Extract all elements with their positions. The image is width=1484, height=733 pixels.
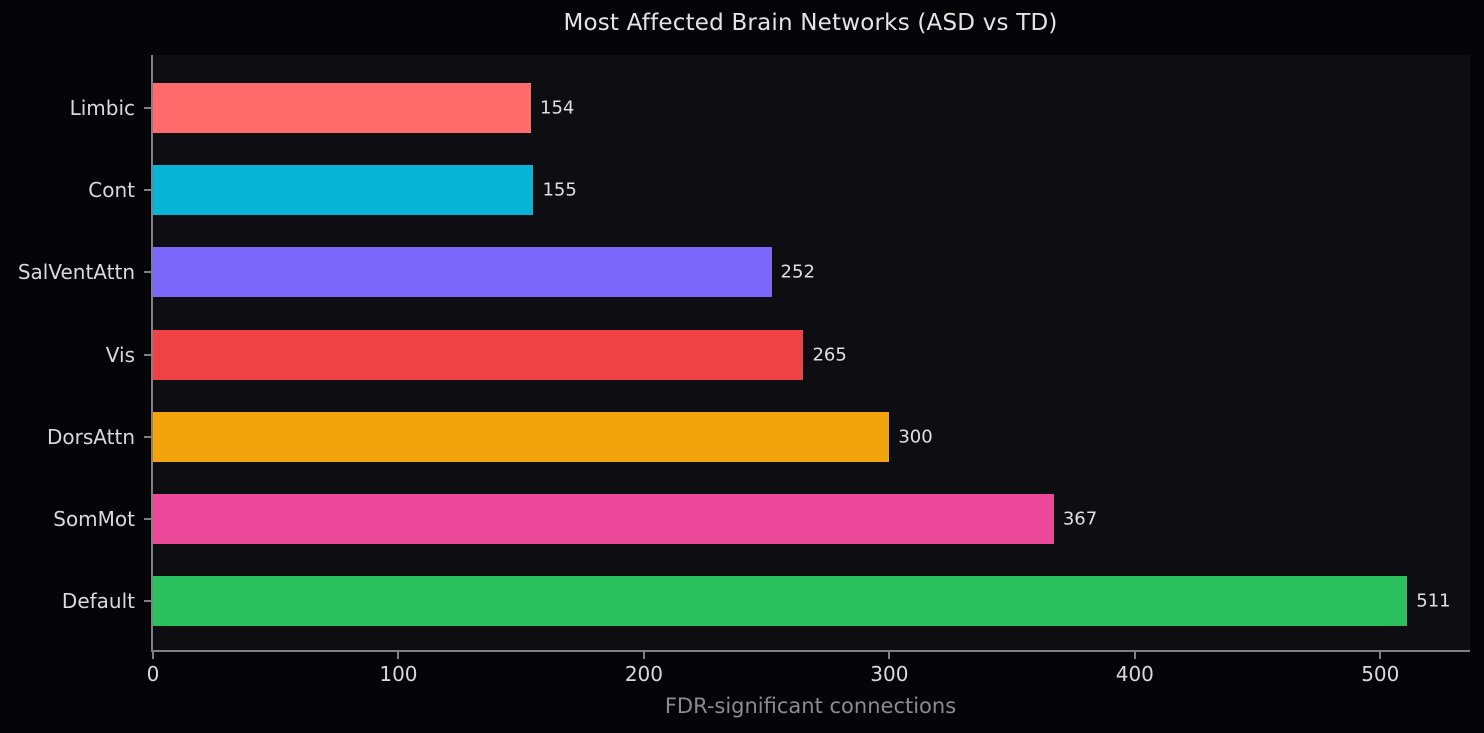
y-axis-tick bbox=[144, 189, 151, 192]
x-axis-tick bbox=[152, 652, 154, 659]
y-tick-label-cont: Cont bbox=[88, 178, 135, 203]
bar-value-label: 300 bbox=[898, 426, 933, 448]
x-tick-label: 100 bbox=[379, 662, 418, 686]
y-tick-label-vis: Vis bbox=[105, 342, 135, 367]
bar-value-label: 265 bbox=[812, 344, 847, 366]
bar-default bbox=[153, 576, 1408, 627]
bar-salventattn bbox=[153, 247, 772, 298]
y-tick-label-limbic: Limbic bbox=[69, 96, 135, 120]
y-axis-tick bbox=[144, 353, 151, 356]
bar-value-label: 154 bbox=[540, 97, 575, 119]
y-axis-tick bbox=[144, 271, 151, 274]
y-axis-tick bbox=[144, 107, 151, 109]
y-tick-label-salventattn: SalVentAttn bbox=[17, 260, 135, 285]
bar-cont bbox=[153, 165, 534, 216]
x-tick-label: 300 bbox=[870, 662, 909, 686]
bar-dorsattn bbox=[153, 411, 890, 462]
x-axis-label: FDR-significant connections bbox=[664, 694, 957, 718]
y-tick-label-sommot: SomMot bbox=[53, 507, 135, 531]
bar-value-label: 367 bbox=[1062, 508, 1098, 530]
x-tick-label: 500 bbox=[1361, 662, 1400, 686]
bar-value-label: 511 bbox=[1416, 590, 1451, 612]
plot-area: 154 Limbic 155 Cont 252 SalVentAttn 265 Vis 300 D… bbox=[18, 55, 1470, 686]
x-tick-label: 400 bbox=[1115, 662, 1154, 686]
y-axis-tick bbox=[144, 518, 151, 520]
bar-value-label: 155 bbox=[542, 179, 577, 201]
x-axis-tick bbox=[1379, 652, 1382, 659]
bar-vis bbox=[153, 329, 804, 380]
y-tick-label-default: Default bbox=[61, 589, 135, 614]
x-tick-label: 0 bbox=[146, 662, 160, 686]
bar-value-label: 252 bbox=[780, 261, 815, 283]
chart-title: Most Affected Brain Networks (ASD vs TD) bbox=[563, 10, 1058, 36]
y-axis-tick bbox=[144, 435, 151, 438]
x-axis-tick bbox=[888, 652, 891, 659]
bar-limbic bbox=[153, 83, 531, 133]
y-axis-tick bbox=[144, 600, 151, 603]
x-axis-tick bbox=[397, 652, 400, 659]
x-axis-tick bbox=[1133, 652, 1136, 659]
bar-sommot bbox=[153, 494, 1054, 544]
x-axis-tick bbox=[642, 652, 645, 659]
y-tick-label-dorsattn: DorsAttn bbox=[47, 424, 135, 449]
x-tick-label: 200 bbox=[624, 662, 663, 686]
